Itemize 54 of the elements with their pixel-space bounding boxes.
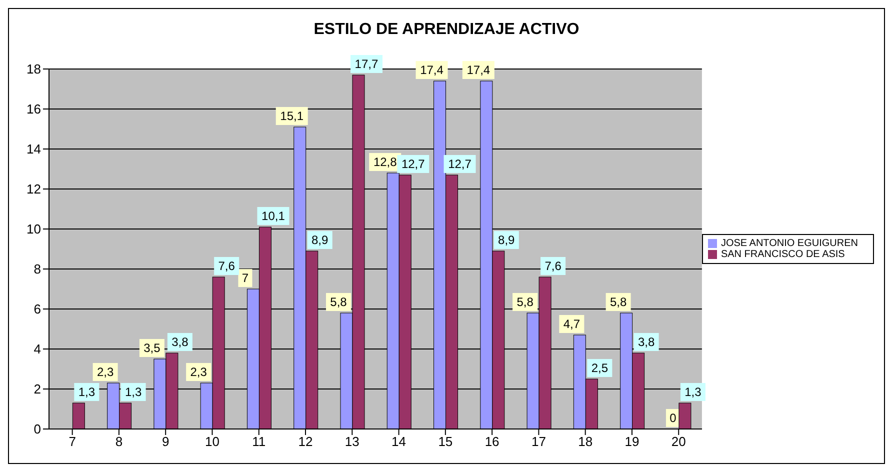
data-label: 12,8	[373, 155, 398, 169]
data-label: 17,7	[354, 57, 378, 71]
x-tick-label: 18	[578, 434, 593, 450]
data-label: 17,4	[420, 63, 444, 77]
x-tick-label: 7	[68, 434, 76, 450]
x-tick-label: 11	[252, 434, 266, 450]
data-label: 2,3	[96, 365, 114, 379]
y-tick-label: 4	[34, 342, 41, 357]
data-label: 5,8	[330, 295, 348, 309]
x-tick-label: 14	[392, 434, 406, 450]
data-label: 7	[242, 271, 249, 285]
data-label: 1,3	[78, 385, 96, 399]
data-label: 3,5	[144, 341, 161, 355]
x-tick-label: 12	[298, 434, 313, 450]
y-tick-label: 6	[34, 302, 41, 317]
x-tick-label: 8	[115, 434, 123, 450]
legend-label: SAN FRANCISCO DE ASIS	[720, 249, 845, 260]
data-label: 3,8	[638, 335, 655, 349]
x-tick-label: 19	[624, 434, 640, 450]
chart-title: ESTILO DE APRENDIZAJE ACTIVO	[312, 21, 580, 39]
data-label: 1,3	[124, 385, 142, 399]
data-label: 17,4	[466, 63, 490, 77]
x-tick-label: 17	[531, 434, 546, 450]
data-label: 1,3	[684, 385, 702, 399]
y-tick-label: 16	[26, 102, 41, 117]
data-label: 7,6	[218, 259, 236, 273]
y-tick-label: 10	[26, 222, 41, 237]
x-tick-label: 15	[438, 434, 453, 450]
x-tick-label: 20	[671, 434, 686, 450]
x-tick-label: 10	[205, 434, 220, 450]
data-label: 8,9	[498, 233, 516, 247]
x-tick-label: 16	[484, 434, 500, 450]
y-tick-label: 14	[26, 142, 41, 157]
data-label: 2,5	[591, 361, 608, 375]
data-label: 10,1	[262, 209, 286, 223]
x-tick-label: 9	[162, 434, 170, 450]
legend-label: JOSE ANTONIO EGUIGUREN	[720, 238, 858, 249]
data-label: 0	[670, 411, 677, 425]
data-label: 12,7	[401, 157, 426, 171]
y-tick-label: 18	[26, 62, 41, 77]
data-label: 15,1	[280, 109, 304, 123]
data-label: 5,8	[610, 295, 627, 309]
y-tick-label: 12	[26, 182, 41, 197]
y-tick-label: 8	[34, 262, 41, 277]
x-tick-label: 13	[344, 434, 360, 450]
data-label: 7,6	[544, 259, 562, 273]
y-tick-label: 0	[34, 422, 41, 437]
data-label: 3,8	[172, 335, 189, 349]
data-label: 4,7	[563, 317, 580, 331]
data-label: 12,7	[448, 157, 472, 171]
data-label: 2,3	[190, 365, 208, 379]
data-label: 8,9	[312, 233, 329, 247]
data-label: 5,8	[516, 295, 534, 309]
y-tick-label: 2	[34, 382, 41, 397]
